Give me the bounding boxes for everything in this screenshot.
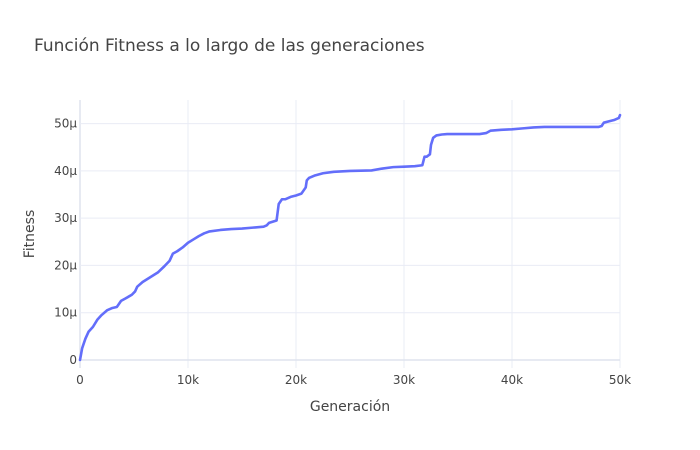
fitness-series-line — [78, 113, 622, 362]
tick-layer: 0 10k 20k 30k 40k 50k 0 10μ 20μ 30μ 40μ 50μ — [54, 117, 631, 387]
y-tick-label: 50μ — [54, 117, 77, 131]
x-tick-label: 50k — [609, 373, 631, 387]
y-tick-label: 0 — [69, 353, 77, 367]
x-axis-title: Generación — [310, 399, 390, 415]
y-tick-label: 10μ — [54, 306, 77, 320]
y-tick-label: 30μ — [54, 211, 77, 225]
y-tick-label: 40μ — [54, 164, 77, 178]
grid-layer — [79, 100, 621, 368]
y-axis-title: Fitness — [22, 210, 38, 259]
x-tick-label: 0 — [76, 373, 84, 387]
y-tick-label: 20μ — [54, 258, 77, 272]
x-tick-label: 10k — [177, 373, 199, 387]
chart-title: Función Fitness a lo largo de las genera… — [34, 36, 425, 56]
x-tick-label: 30k — [393, 373, 415, 387]
x-tick-label: 20k — [285, 373, 307, 387]
x-tick-label: 40k — [501, 373, 523, 387]
series-layer — [78, 113, 622, 362]
